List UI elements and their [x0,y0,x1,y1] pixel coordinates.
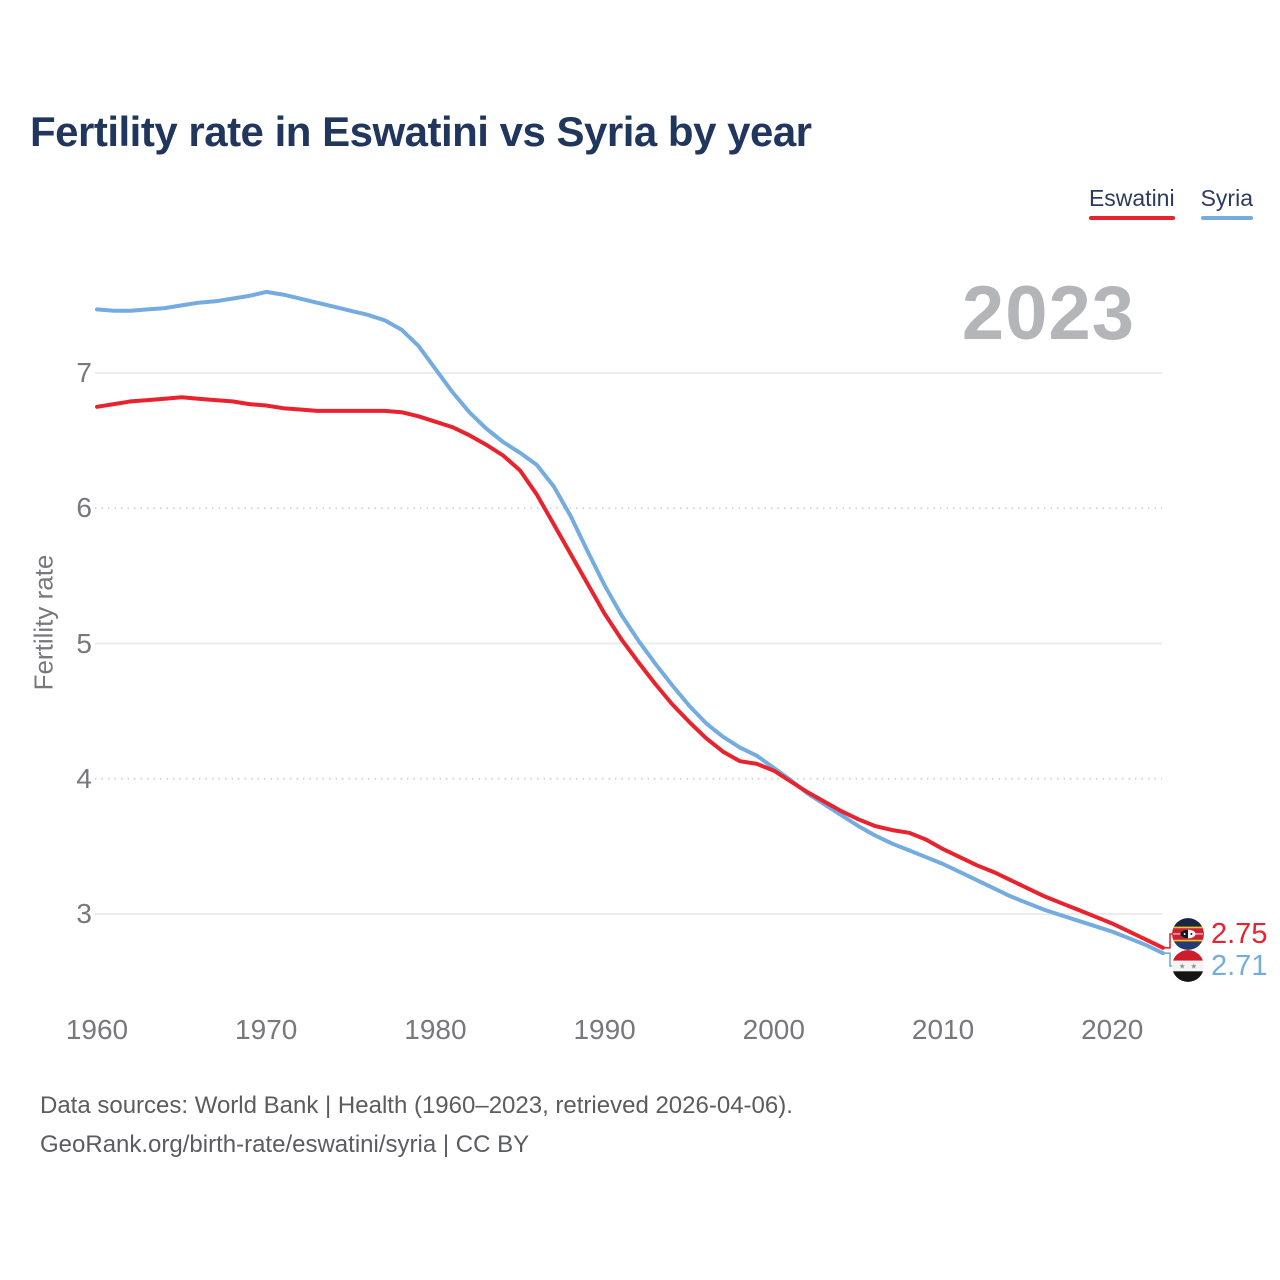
syria-flag-icon [1172,950,1204,982]
y-tick-6: 6 [76,492,92,524]
x-tick-2020: 2020 [1081,1014,1144,1045]
syria-star-right [1190,963,1197,969]
legend-label-syria: Syria [1200,185,1253,211]
x-tick-1960: 1960 [65,1014,129,1045]
eswatini-flag-icon [1172,918,1204,950]
end-value-syria: 2.71 [1211,949,1268,982]
footer: Data sources: World Bank | Health (1960–… [40,1086,793,1164]
series-line-eswatini[interactable] [95,395,1165,950]
y-tick-7: 7 [76,357,92,388]
legend-label-eswatini: Eswatini [1088,185,1175,211]
y-tick-3: 3 [76,898,92,929]
y-tick-4: 4 [76,762,92,794]
legend-item-eswatini[interactable]: Eswatini [1088,185,1175,221]
x-tick-2010: 2010 [911,1014,975,1045]
footer-sources: Data sources: World Bank | Health (1960–… [40,1092,793,1119]
x-tick-1980: 1980 [404,1014,467,1045]
watermark-year: 2023 [961,271,1135,356]
legend: Eswatini Syria [1088,185,1253,221]
footer-attribution: GeoRank.org/birth-rate/eswatini/syria | … [40,1131,530,1158]
y-tick-5: 5 [76,627,92,659]
syria-star-left [1179,963,1186,969]
legend-underline-eswatini [1088,216,1175,221]
series-line-syria[interactable] [95,289,1165,956]
end-label-eswatini: 2.75 [1172,918,1267,950]
legend-underline-syria [1200,216,1253,221]
legend-item-syria[interactable]: Syria [1200,185,1253,221]
x-tick-1990: 1990 [573,1014,636,1045]
end-label-syria: 2.71 [1172,950,1267,982]
chart-title: Fertility rate in Eswatini vs Syria by y… [30,108,812,155]
x-tick-1970: 1970 [235,1014,298,1045]
end-value-eswatini: 2.75 [1211,917,1268,950]
x-tick-2000: 2000 [742,1014,805,1045]
